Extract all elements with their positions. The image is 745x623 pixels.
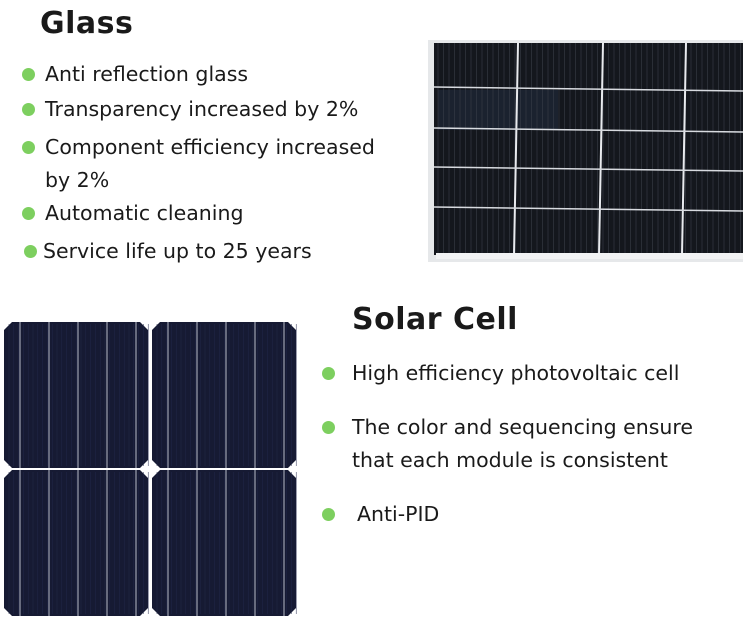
solar-cell-title: Solar Cell bbox=[352, 302, 518, 337]
solar-cell-feature-continued: that each module is consistent bbox=[352, 448, 668, 472]
glass-feature: Anti reflection glass bbox=[45, 62, 249, 86]
panel-bottom-frame bbox=[436, 253, 743, 259]
glass-feature: Service life up to 25 years bbox=[43, 239, 312, 263]
panel-row-gap bbox=[433, 127, 743, 133]
bullet-icon bbox=[22, 207, 35, 220]
glass-feature: Automatic cleaning bbox=[45, 201, 244, 225]
glass-feature: Component efficiency increased bbox=[45, 135, 375, 159]
glass-title: Glass bbox=[40, 6, 134, 41]
panel-column-gap bbox=[598, 42, 604, 256]
bullet-icon bbox=[22, 141, 35, 154]
glass-feature: Transparency increased by 2% bbox=[45, 97, 359, 121]
bullet-icon bbox=[22, 103, 35, 116]
panel-column-gap bbox=[513, 42, 519, 256]
bullet-icon bbox=[322, 421, 335, 434]
solar-cell-feature: High efficiency photovoltaic cell bbox=[352, 361, 680, 385]
bullet-icon bbox=[322, 508, 335, 521]
panel-row-gap bbox=[433, 166, 743, 172]
glass-feature-continued: by 2% bbox=[45, 168, 110, 192]
bullet-icon bbox=[24, 245, 37, 258]
solar-cell-feature: Anti-PID bbox=[357, 502, 440, 526]
panel-reflection bbox=[438, 90, 558, 130]
bullet-icon bbox=[322, 367, 335, 380]
bullet-icon bbox=[22, 68, 35, 81]
solar-cell-feature: The color and sequencing ensure bbox=[352, 415, 693, 439]
solar-cell-closeup-photo bbox=[4, 322, 297, 616]
panel-surface bbox=[434, 43, 743, 255]
panel-column-gap bbox=[681, 42, 687, 256]
panel-row-gap bbox=[433, 206, 743, 212]
panel-row-gap bbox=[433, 86, 743, 92]
solar-panel-glass-photo bbox=[428, 40, 743, 262]
